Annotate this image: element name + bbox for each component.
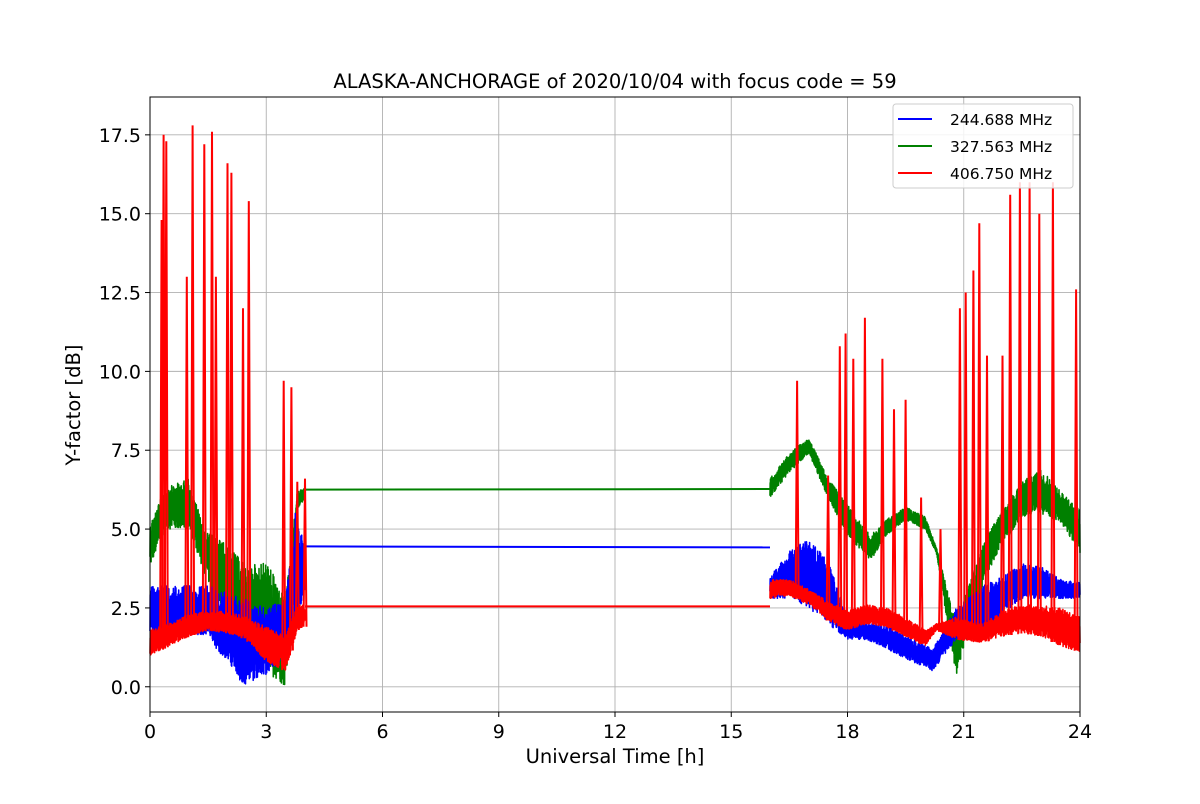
- spike-mark: [837, 346, 843, 627]
- spike-mark: [294, 481, 300, 631]
- y-tick-label: 7.5: [111, 440, 141, 462]
- spike-mark: [240, 308, 246, 639]
- x-axis-label: Universal Time [h]: [526, 745, 705, 768]
- series-line-flat: [304, 545, 771, 549]
- x-tick-label: 24: [1068, 721, 1092, 743]
- spike-mark: [1000, 355, 1005, 637]
- spike-mark: [843, 333, 849, 630]
- series-line-flat: [304, 488, 771, 491]
- spike-mark: [850, 358, 856, 629]
- series-line-segment: [149, 512, 306, 685]
- x-tick-label: 21: [952, 721, 976, 743]
- spike-mark: [288, 387, 294, 651]
- spike-mark: [201, 144, 207, 632]
- spike-mark: [984, 355, 990, 642]
- spike-mark: [281, 380, 287, 671]
- x-tick-label: 15: [719, 721, 743, 743]
- x-tick-label: 18: [835, 721, 859, 743]
- spike-mark: [228, 172, 234, 635]
- spike-mark: [163, 141, 169, 648]
- y-tick-label: 10.0: [99, 361, 141, 383]
- legend-label-406: 406.750 MHz: [950, 165, 1052, 183]
- legend-label-244: 244.688 MHz: [950, 111, 1052, 129]
- spike-mark: [184, 276, 190, 638]
- x-tick-label: 3: [260, 721, 272, 743]
- spike-mark: [1036, 213, 1042, 637]
- y-tick-label: 0.0: [111, 677, 141, 699]
- y-tick-label: 2.5: [111, 598, 141, 620]
- y-axis-label: Y-factor [dB]: [62, 345, 85, 467]
- spike-mark: [976, 223, 982, 643]
- legend-label-327: 327.563 MHz: [950, 138, 1052, 156]
- y-ticks: 0.0 2.5 5.0 7.5 10.0 12.5 15.0 17.5: [99, 125, 150, 699]
- plot-area: [149, 125, 1081, 686]
- spike-mark: [1007, 194, 1013, 636]
- spike-mark: [963, 292, 969, 641]
- spike-mark: [1073, 289, 1079, 651]
- spike-mark: [225, 163, 230, 634]
- series-line-segment: [149, 604, 306, 671]
- spike-mark: [918, 497, 924, 644]
- spike-mark: [938, 529, 943, 632]
- chart-title: ALASKA-ANCHORAGE of 2020/10/04 with focu…: [333, 70, 896, 93]
- series-406.750-mhz: [149, 125, 1081, 671]
- y-tick-label: 15.0: [99, 204, 141, 226]
- y-tick-label: 17.5: [99, 125, 141, 147]
- spike-mark: [891, 409, 897, 631]
- spike-mark: [879, 358, 885, 627]
- spike-mark: [794, 380, 800, 600]
- legend: 244.688 MHz 327.563 MHz 406.750 MHz: [892, 103, 1074, 189]
- x-tick-label: 9: [493, 721, 505, 743]
- spike-mark: [213, 276, 219, 632]
- spike-mark: [209, 131, 215, 631]
- x-tick-label: 6: [376, 721, 388, 743]
- spike-mark: [903, 399, 909, 637]
- spike-mark: [246, 201, 252, 642]
- spike-mark: [957, 308, 963, 640]
- spike-mark: [190, 125, 196, 636]
- spike-mark: [825, 475, 831, 621]
- legend-box: [892, 103, 1074, 189]
- spike-mark: [862, 317, 868, 625]
- x-tick-label: 0: [144, 721, 156, 743]
- y-tick-label: 5.0: [111, 519, 141, 541]
- x-tick-label: 12: [603, 721, 627, 743]
- y-tick-label: 12.5: [99, 283, 141, 305]
- x-ticks: 0 3 6 9 12 15 18 21 24: [144, 712, 1092, 743]
- spike-mark: [970, 270, 976, 642]
- spike-mark: [302, 478, 308, 627]
